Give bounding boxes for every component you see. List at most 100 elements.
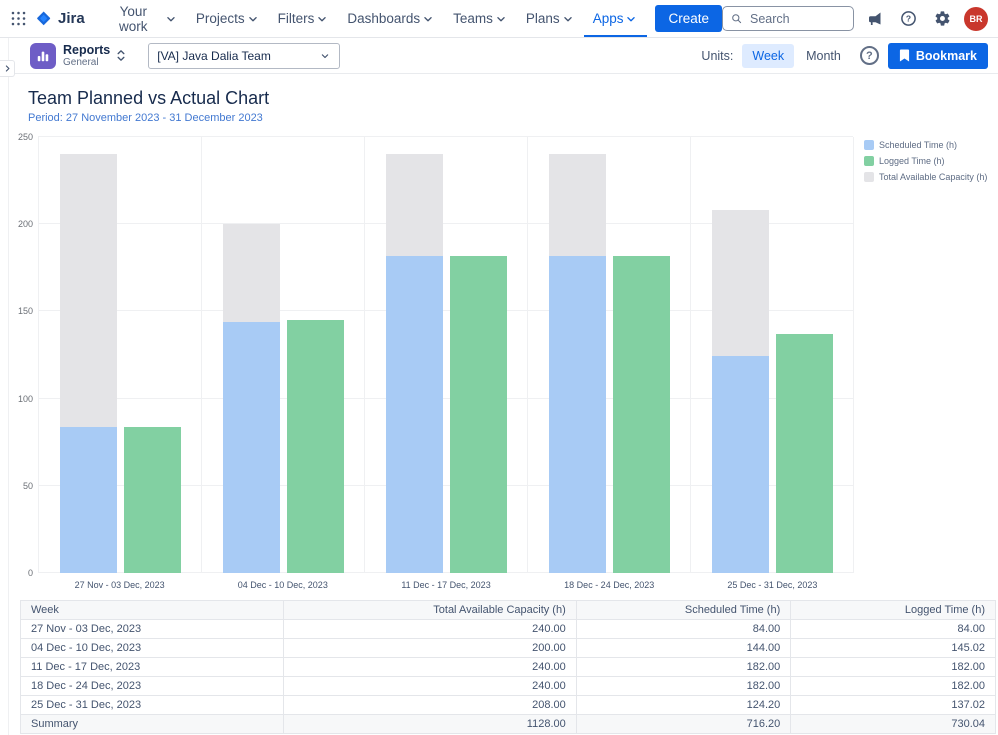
help-icon[interactable]: ? [896,6,921,31]
nav-item-label: Your work [104,4,163,34]
nav-item-your-work[interactable]: Your work [95,0,187,37]
nav-item-label: Plans [526,11,560,26]
plot-wrap: 27 Nov - 03 Dec, 202304 Dec - 10 Dec, 20… [38,137,854,590]
y-tick-label: 100 [18,394,33,404]
summary-cell: Summary [21,715,284,734]
logged-bar [776,334,833,573]
legend-item: Scheduled Time (h) [864,140,957,150]
capacity-bar [386,154,443,573]
value-cell: 182.00 [576,677,791,696]
bar-group [364,137,527,573]
team-selector-value: [VA] Java Dalia Team [157,49,271,63]
value-cell: 137.02 [791,696,996,715]
nav-item-label: Filters [278,11,315,26]
announcement-icon[interactable] [863,7,887,31]
nav-item-label: Projects [196,11,245,26]
logged-bar [287,320,344,573]
value-cell: 200.00 [284,639,577,658]
value-cell: 84.00 [576,620,791,639]
value-cell: 240.00 [284,620,577,639]
week-cell: 11 Dec - 17 Dec, 2023 [21,658,284,677]
nav-item-dashboards[interactable]: Dashboards [338,0,444,37]
topnav-menu: Your work Projects Filters Dashboards Teams P… [95,0,648,37]
app-title-block: Reports General [63,43,110,69]
x-tick-label: 04 Dec - 10 Dec, 2023 [201,580,364,590]
y-tick-label: 50 [23,481,33,491]
nav-item-apps[interactable]: Apps [584,0,648,37]
week-cell: 18 Dec - 24 Dec, 2023 [21,677,284,696]
nav-item-label: Teams [453,11,493,26]
y-tick-label: 250 [18,132,33,142]
legend-item: Total Available Capacity (h) [864,172,987,182]
chevron-down-icon [319,50,331,62]
unit-week-button[interactable]: Week [742,44,794,68]
logged-bar [613,256,670,573]
capacity-bar [549,154,606,573]
toolbar-help-icon[interactable]: ? [860,46,879,65]
y-tick-label: 150 [18,306,33,316]
units-toggle: WeekMonth [742,44,850,68]
team-selector[interactable]: [VA] Java Dalia Team [148,43,340,69]
week-cell: 27 Nov - 03 Dec, 2023 [21,620,284,639]
table-body: 27 Nov - 03 Dec, 2023240.0084.0084.0004 … [21,620,996,715]
bookmark-icon [899,49,910,62]
bookmark-button[interactable]: Bookmark [888,43,988,69]
chart-legend: Scheduled Time (h) Logged Time (h) Total A… [854,137,996,590]
legend-swatch [864,156,874,166]
scheduled-bar [386,256,443,573]
y-tick-label: 200 [18,219,33,229]
units-label: Units: [701,49,733,63]
value-cell: 145.02 [791,639,996,658]
x-axis-labels: 27 Nov - 03 Dec, 202304 Dec - 10 Dec, 20… [38,580,854,590]
nav-item-teams[interactable]: Teams [444,0,517,37]
table-summary-row: Summary1128.00716.20730.04 [21,715,996,734]
scheduled-bar [223,322,280,573]
search-box[interactable] [722,6,854,31]
table-header-cell: Week [21,601,284,620]
value-cell: 182.00 [791,658,996,677]
jira-logo[interactable]: Jira [31,10,95,28]
x-tick-label: 11 Dec - 17 Dec, 2023 [364,580,527,590]
planned-vs-actual-chart: 050100150200250 27 Nov - 03 Dec, 202304 … [18,137,996,590]
reports-app-icon [30,43,56,69]
week-cell: 25 Dec - 31 Dec, 2023 [21,696,284,715]
x-tick-label: 25 Dec - 31 Dec, 2023 [691,580,854,590]
scheduled-bar [549,256,606,573]
bar-group [38,137,201,573]
unit-month-button[interactable]: Month [796,44,851,68]
y-axis: 050100150200250 [18,137,38,573]
page-title: Team Planned vs Actual Chart [28,88,996,109]
legend-label: Logged Time (h) [879,156,945,166]
table-row: 25 Dec - 31 Dec, 2023208.00124.20137.02 [21,696,996,715]
legend-label: Scheduled Time (h) [879,140,957,150]
value-cell: 182.00 [791,677,996,696]
scheduled-bar [712,356,769,573]
app-switcher-icon[interactable] [6,6,31,31]
logged-bar [124,427,181,573]
sidebar-expand-icon[interactable] [0,60,15,77]
table-header-row: WeekTotal Available Capacity (h)Schedule… [21,601,996,620]
app-title: Reports [63,43,110,57]
svg-text:?: ? [906,14,911,24]
value-cell: 124.20 [576,696,791,715]
user-avatar[interactable]: BR [964,7,988,31]
value-cell: 208.00 [284,696,577,715]
table-row: 11 Dec - 17 Dec, 2023240.00182.00182.00 [21,658,996,677]
nav-item-projects[interactable]: Projects [187,0,269,37]
summary-cell: 716.20 [576,715,791,734]
summary-cell: 1128.00 [284,715,577,734]
collapsed-sidebar [0,38,9,735]
value-cell: 84.00 [791,620,996,639]
search-input[interactable] [748,11,845,27]
product-name: Jira [58,10,85,27]
nav-item-filters[interactable]: Filters [269,0,339,37]
settings-icon[interactable] [930,6,955,31]
report-switcher-icon[interactable] [112,46,130,65]
create-button[interactable]: Create [655,5,722,32]
top-navigation-bar: Jira Your work Projects Filters Dashboards T… [0,0,998,38]
nav-item-plans[interactable]: Plans [517,0,584,37]
legend-swatch [864,140,874,150]
table-header-cell: Total Available Capacity (h) [284,601,577,620]
table-header-cell: Scheduled Time (h) [576,601,791,620]
bar-group [201,137,364,573]
